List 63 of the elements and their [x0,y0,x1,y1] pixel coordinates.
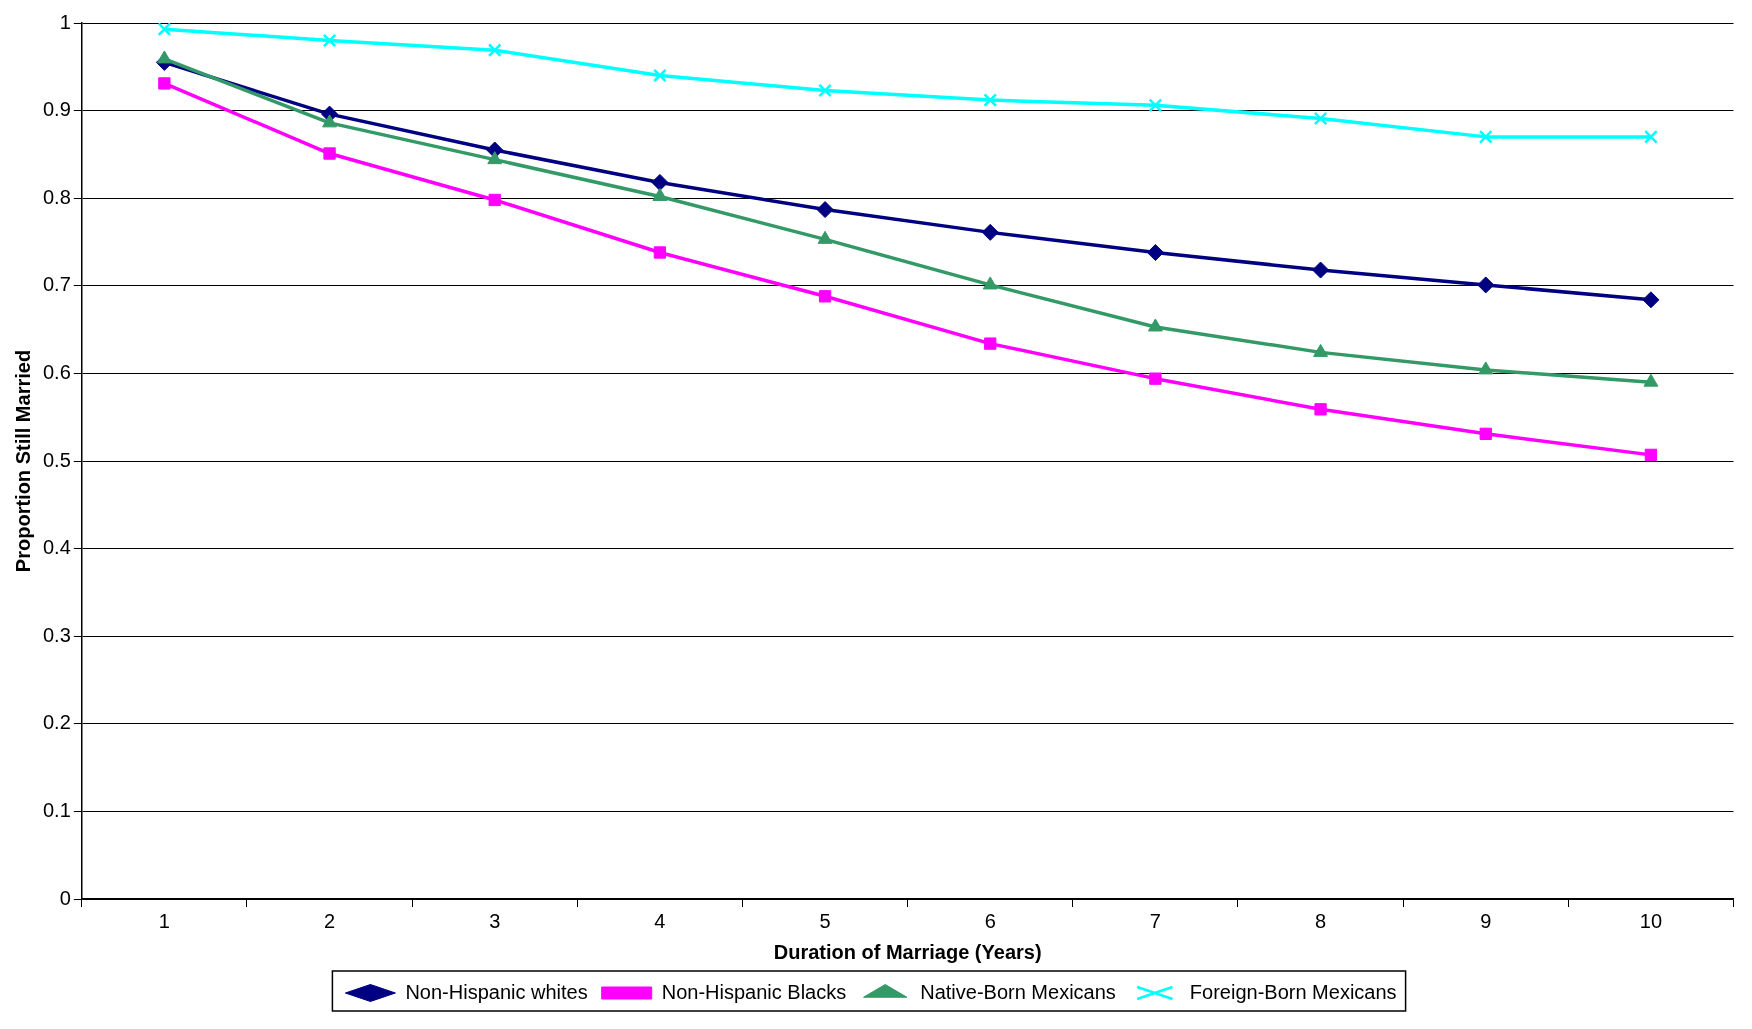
x-tick-label: 1 [158,909,170,932]
point [487,151,503,165]
point [158,77,171,90]
legend-label: Non-Hispanic Blacks [661,980,847,1003]
point [984,337,997,350]
point [1477,276,1495,294]
point [1313,111,1328,126]
point [157,23,172,37]
legend-label: Foreign-Born Mexicans [1189,980,1397,1003]
y-tick-label: 0 [59,886,71,909]
point [983,93,998,107]
point [1313,343,1328,357]
point [1642,291,1660,309]
point [1312,261,1330,279]
y-tick-label: 0.3 [42,623,71,646]
point [1478,129,1493,144]
point [487,43,502,58]
point [488,193,501,207]
x-tick-label: 7 [1149,909,1161,932]
point [156,50,172,64]
x-tick-label: 8 [1315,909,1327,932]
x-tick-label: 6 [984,909,996,932]
point [322,114,337,128]
legend-label: Native-Born Mexicans [920,980,1116,1003]
y-tick-label: 0.6 [42,360,71,383]
point [1149,372,1162,385]
point [1314,403,1327,416]
legend-label: Non-Hispanic whites [405,980,588,1003]
point [1643,373,1659,387]
point [1148,98,1163,113]
point [652,68,667,83]
y-tick-label: 0.7 [42,273,71,296]
x-tick-label: 2 [323,909,336,932]
point [981,223,999,241]
point [1644,129,1658,144]
point [818,290,832,303]
y-tick-label: 0.5 [42,448,71,471]
x-tick-label: 5 [819,909,831,932]
y-axis-title: Proportion Still Married [11,349,34,573]
x-axis-title: Duration of Marriage (Years) [773,940,1042,963]
point [1147,318,1163,332]
point [323,147,336,160]
point [1479,427,1492,440]
point [818,83,832,98]
point [651,173,669,191]
point [1478,361,1494,375]
point [1146,244,1164,262]
y-tick-label: 0.8 [42,185,71,208]
point [1644,448,1658,462]
x-tick-label: 4 [654,909,666,932]
point [322,33,337,48]
y-tick-label: 0.4 [42,536,71,559]
x-tick-label: 9 [1480,909,1492,932]
x-tick-label: 10 [1639,909,1663,932]
y-tick-label: 1 [59,10,71,33]
point [816,201,834,219]
point [653,246,667,259]
point [982,276,998,290]
y-tick-label: 0.1 [42,798,71,821]
point [817,230,833,244]
y-tick-label: 0.9 [42,98,71,121]
y-tick-label: 0.2 [42,711,71,734]
x-tick-label: 3 [489,909,501,932]
